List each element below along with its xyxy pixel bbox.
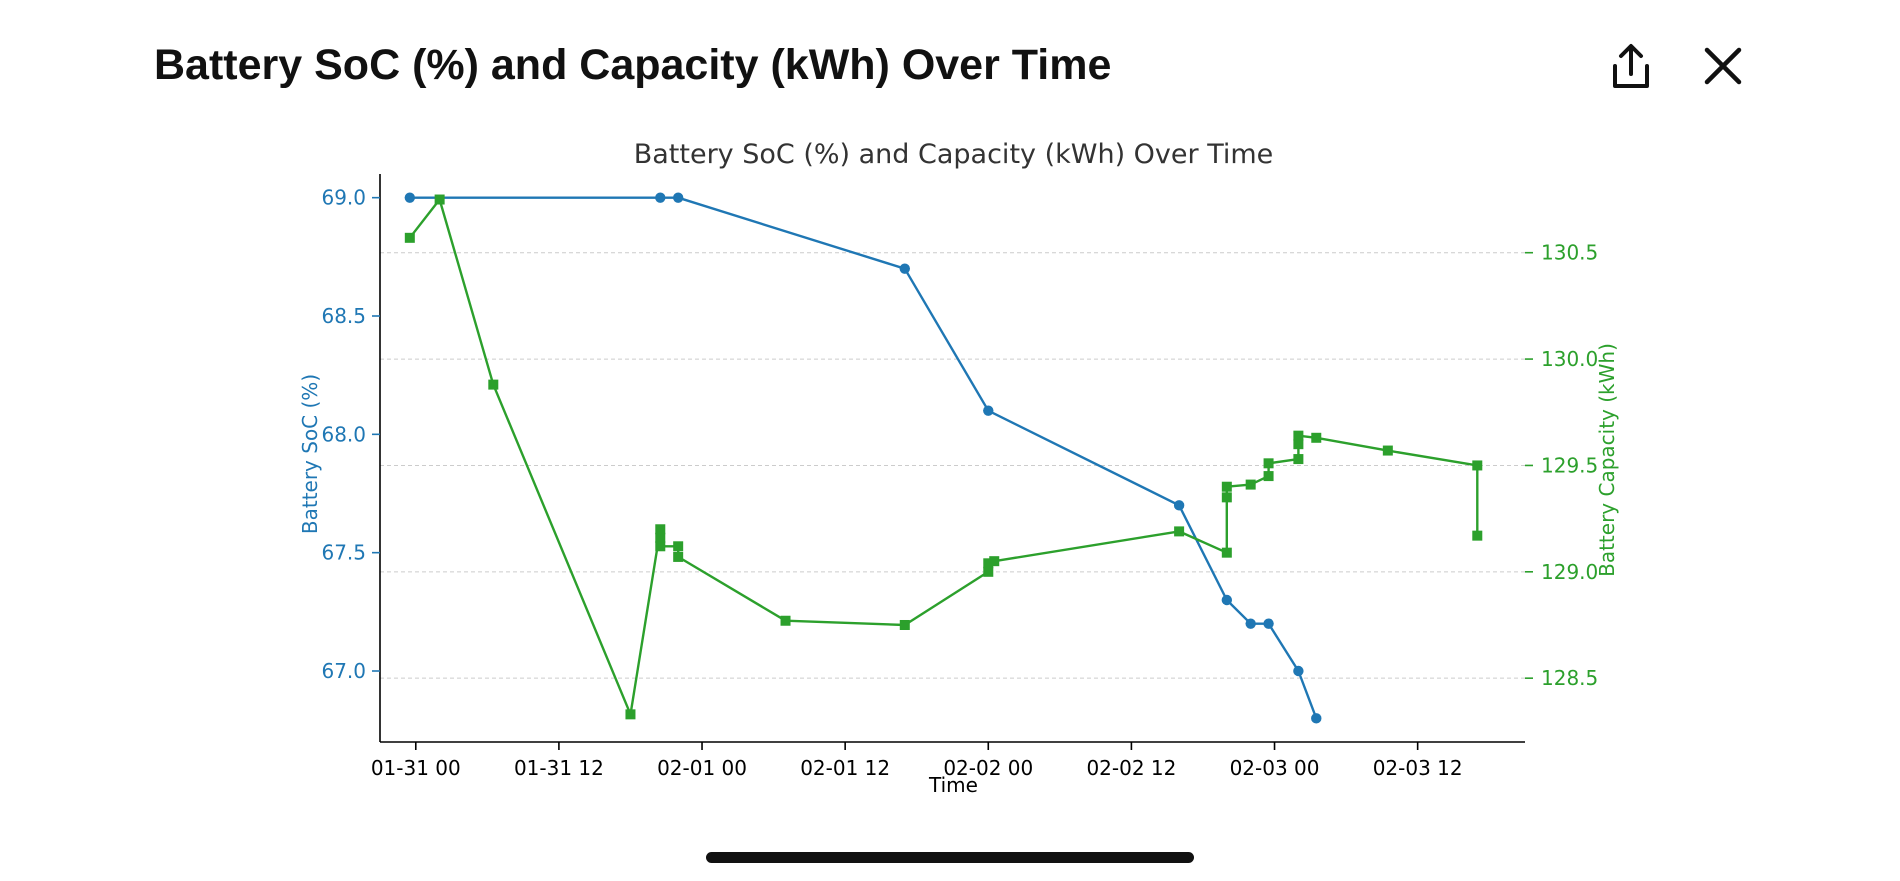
x-tick-label: 02-02 12 [1086,756,1176,780]
capacity-point [673,541,684,552]
soc-point [1173,500,1185,511]
soc-series-line [409,196,1318,719]
y-tick-label: 69.0 [321,186,366,210]
capacity-point [655,532,666,543]
capacity-point [989,556,1000,567]
capacity-point [899,619,910,630]
capacity-point [1293,430,1304,441]
close-x-icon [1704,47,1742,85]
x-tick-label: 01-31 12 [514,756,604,780]
soc-point [655,192,666,203]
capacity-point [983,558,994,569]
y2-tick-label: 128.5 [1541,666,1598,690]
x-axis-label: Time [928,773,978,797]
capacity-point [1221,547,1232,558]
soc-point [1293,665,1304,677]
y2-axis-label: Battery Capacity (kWh) [1595,343,1619,577]
capacity-point [1174,526,1185,537]
capacity-point [1245,479,1256,490]
chart-title: Battery SoC (%) and Capacity (kWh) Over … [634,139,1274,170]
capacity-series-line [408,198,1479,716]
ticks-layer: 128.5 129.0 129.5 130.0 130.5 67.0 67.5 68.0 68.… [321,186,1598,780]
y-tick-label: 68.0 [321,422,366,446]
capacity-point [1472,460,1483,471]
soc-point [899,263,910,274]
y2-tick-label: 129.0 [1541,560,1598,584]
capacity-point [404,232,415,243]
soc-point [1263,618,1274,629]
capacity-point [1221,481,1232,492]
capacity-point [434,194,445,205]
capacity-point [1293,454,1304,465]
soc-point [404,192,416,203]
soc-point [672,192,684,203]
soc-point [1221,594,1233,606]
close-button[interactable] [1695,38,1751,94]
share-button[interactable] [1603,38,1659,94]
capacity-point [1293,439,1304,450]
y2-tick-label: 130.0 [1541,347,1598,371]
grid-layer [380,252,1525,679]
x-tick-label: 02-03 00 [1230,756,1320,780]
soc-point [1311,713,1322,724]
capacity-point [655,541,666,552]
capacity-point [1221,492,1232,503]
x-tick-label: 02-01 12 [800,756,890,780]
y-tick-label: 67.5 [321,541,366,565]
soc-point [983,405,994,416]
y2-tick-label: 130.5 [1541,241,1598,265]
y-tick-label: 68.5 [321,304,366,328]
page-title: Battery SoC (%) and Capacity (kWh) Over … [154,41,1112,89]
capacity-point [780,615,791,626]
x-tick-label: 02-03 12 [1373,756,1463,780]
axes-layer [379,174,1525,743]
y-axis-label: Battery SoC (%) [298,374,322,534]
x-tick-label: 02-02 00 [943,756,1033,780]
capacity-point [1382,445,1393,456]
capacity-point [1263,471,1274,482]
home-indicator[interactable] [706,852,1194,863]
y2-tick-label: 129.5 [1541,453,1598,477]
capacity-point [625,709,636,720]
share-upload-icon [1613,44,1649,88]
x-tick-label: 02-01 00 [657,756,747,780]
y-tick-label: 67.0 [321,659,366,683]
capacity-point [983,566,994,577]
capacity-point [1311,432,1322,443]
series-layer [404,192,1483,724]
capacity-point [488,379,499,390]
soc-point [1245,618,1256,629]
capacity-point [1472,530,1483,541]
capacity-point [1263,458,1274,469]
capacity-point [655,524,666,535]
capacity-point [673,551,684,562]
x-tick-label: 01-31 00 [371,756,461,780]
